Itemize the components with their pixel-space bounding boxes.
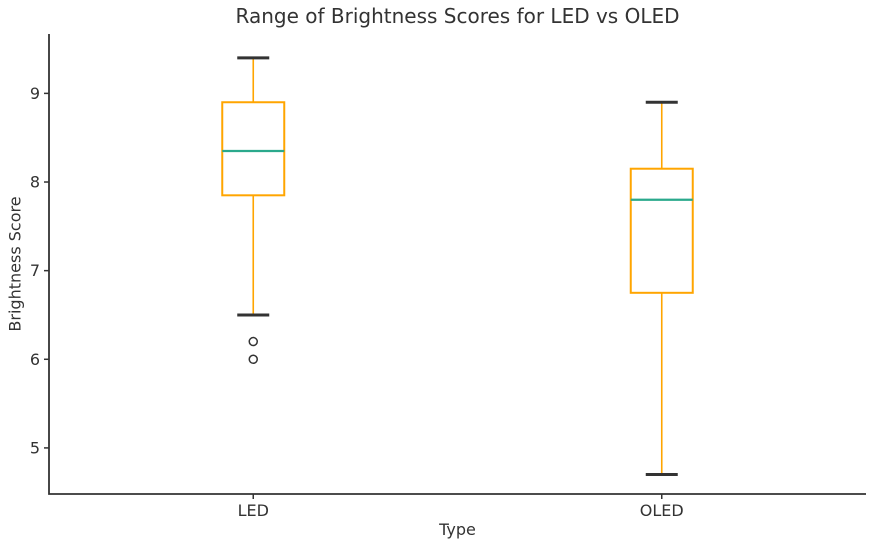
- y-tick-label: 5: [30, 438, 40, 457]
- iqr-box: [629, 167, 694, 294]
- boxplot-oled: [629, 100, 694, 477]
- axes-spines: [48, 34, 866, 495]
- y-tick-label: 7: [30, 261, 40, 280]
- outlier-point: [248, 354, 258, 365]
- y-tick-label: 6: [30, 350, 40, 369]
- x-axis-label: Type: [439, 520, 476, 539]
- chart-title: Range of Brightness Scores for LED vs OL…: [235, 4, 680, 28]
- y-tick-label: 8: [30, 173, 40, 192]
- iqr-box: [221, 101, 286, 197]
- x-tick-label: OLED: [640, 501, 684, 520]
- y-tick-label: 9: [30, 84, 40, 103]
- outlier-point: [248, 336, 258, 347]
- boxplot-led: [221, 56, 286, 365]
- x-tick-label: LED: [238, 501, 269, 520]
